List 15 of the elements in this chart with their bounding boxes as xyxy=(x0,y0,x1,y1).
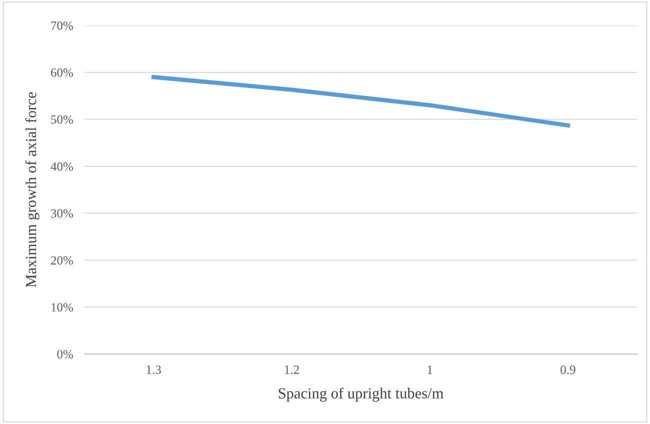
y-tick-label: 70% xyxy=(51,21,73,30)
x-tick-label: 1.2 xyxy=(284,366,299,374)
x-axis-title: Spacing of upright tubes/m xyxy=(278,388,444,402)
x-tick-label: 1 xyxy=(428,366,432,374)
x-tick-label: 1.3 xyxy=(146,366,161,374)
y-tick-label: 40% xyxy=(50,162,73,171)
y-tick-label: 10% xyxy=(52,303,73,312)
y-tick-label: 30% xyxy=(51,209,73,218)
y-tick-label: 0% xyxy=(57,350,73,359)
y-axis-title: Maximum growth of axial force xyxy=(25,92,40,288)
y-tick-label: 50% xyxy=(51,115,73,124)
line-series xyxy=(151,74,570,128)
x-tick-label: 0.9 xyxy=(560,366,576,374)
y-tick-label: 60% xyxy=(51,68,73,77)
y-tick-label: 20% xyxy=(51,256,73,265)
